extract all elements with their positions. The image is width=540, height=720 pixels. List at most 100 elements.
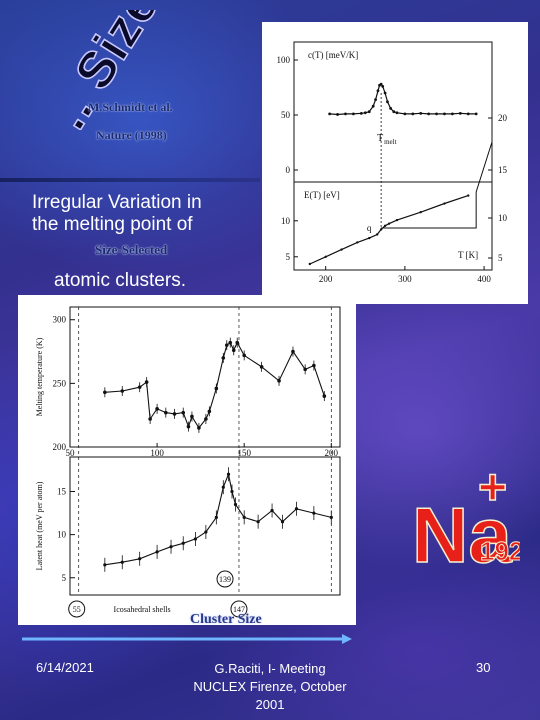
melting-temp-point (221, 356, 226, 360)
reference-step-line (381, 141, 493, 229)
latent-heat-point (193, 537, 198, 541)
top-y-axis-label: Melting temperature (K) (35, 337, 44, 416)
series-ct-point (381, 85, 385, 88)
shell-55-label: 55 (73, 605, 81, 614)
bottom-y-axis-label: Latent heat (meV per atom) (35, 481, 44, 570)
body-line-1: Irregular Variation in (32, 192, 202, 213)
series-ct-point (458, 111, 462, 115)
series-ct-point (344, 112, 347, 116)
x-axis-tick: 400 (477, 274, 491, 284)
series-ct-point (451, 112, 454, 116)
melting-temp-point (164, 410, 168, 415)
left-bottom-axis-label: E(T) [eV] (304, 190, 340, 200)
melting-temp-point (259, 365, 264, 369)
body-line-3: atomic clusters. (54, 270, 186, 291)
divider-line (0, 178, 260, 182)
plot-frame (293, 41, 493, 271)
melting-temp-point (231, 348, 236, 353)
cluster-size-arrow (22, 634, 352, 644)
latent-heat-point (280, 520, 285, 524)
latent-heat-point (120, 560, 124, 564)
melting-temp-point (242, 353, 246, 358)
latent-heat-point (138, 557, 142, 561)
bottom-y-tick: 10 (57, 530, 67, 540)
latent-heat-point (270, 508, 274, 513)
shell-147-circle (230, 600, 248, 618)
melting-temp-point (224, 343, 229, 347)
series-ct-point (383, 91, 387, 95)
melting-temp-point (172, 412, 177, 416)
right-axis-tick: 10 (498, 213, 508, 223)
series-ct-point (359, 111, 363, 115)
top-y-tick: 250 (53, 378, 67, 388)
series-et-point (419, 210, 422, 214)
series-ct-point (389, 107, 393, 110)
melting-temp-point (190, 414, 194, 419)
melt-label: T (377, 133, 383, 144)
latent-heat-point (204, 530, 208, 534)
series-ct-point (376, 89, 380, 93)
shell-147-label: 147 (233, 605, 245, 614)
series-ct-point (374, 98, 377, 101)
badge-size: 192 (480, 536, 520, 566)
top-panel-frame (69, 306, 341, 448)
series-ct-line (329, 83, 477, 116)
left-bottom-tick: 10 (281, 216, 291, 226)
sodium-cluster-badge: Na + 192 (411, 470, 520, 580)
size-selected-label: Size-Selected (95, 242, 168, 257)
heat-capacity-chart: 100 50 0 c(T) [meV/K] 10 5 E(T) [eV] 20 15 10 5 200… (277, 41, 508, 284)
series-ct-point (336, 113, 339, 116)
citation-author: M.Schmidt et al. (88, 100, 173, 114)
bottom-panel-frame (69, 456, 341, 596)
bottom-y-tick: 15 (57, 487, 67, 497)
melting-temp-point (303, 367, 307, 372)
right-axis-tick: 20 (498, 113, 508, 123)
melting-temp-point (197, 426, 201, 430)
x-axis-tick: 300 (398, 274, 412, 284)
slide-title: ... Size Effect (31, 10, 240, 130)
latent-heat-point (155, 550, 159, 554)
latent-heat-point (230, 489, 234, 494)
series-et-point (467, 194, 470, 197)
series-ct-point (392, 110, 396, 114)
melting-temp-point (120, 389, 125, 393)
body-line-2: the melting point of (32, 214, 193, 235)
latent-heat-point (221, 485, 225, 489)
series-ct-point (363, 111, 367, 115)
icosahedral-shells-label: Icosahedral shells (114, 605, 171, 614)
badge-charge: + (478, 470, 507, 515)
melting-temp-point (312, 363, 316, 368)
melting-temp-point (277, 379, 281, 383)
q-label: q (367, 223, 372, 233)
melting-temp-point (291, 349, 295, 354)
x-axis-label: T [K] (458, 250, 478, 260)
series-ct-point (395, 111, 399, 115)
melting-temp-point (181, 410, 186, 415)
series-et-point (340, 248, 343, 251)
series-et-point (375, 233, 379, 236)
cluster-size-label: Cluster Size (190, 612, 262, 627)
melting-temp-point (144, 380, 149, 384)
footer-center: G.Raciti, I- Meeting NUCLEX Firenze, Oct… (193, 661, 347, 712)
series-ct-point (379, 82, 383, 86)
figure-heat-capacity: 100 50 0 c(T) [meV/K] 10 5 E(T) [eV] 20 15 10 5 200… (262, 22, 528, 304)
latent-heat-point (256, 520, 260, 524)
series-et-point (308, 262, 312, 266)
series-ct-point (386, 100, 389, 104)
footer-date: 6/14/2021 (36, 660, 94, 675)
melting-temp-point (186, 424, 191, 429)
series-et-point (368, 236, 371, 240)
top-y-tick: 300 (53, 315, 67, 325)
melting-temp-point (207, 409, 212, 414)
melting-temp-point (137, 385, 142, 389)
melting-temp-line (104, 341, 325, 429)
x-axis-tick: 150 (237, 448, 251, 458)
bottom-y-tick: 5 (62, 573, 67, 583)
series-ct-point (466, 112, 470, 116)
series-et-point (395, 218, 399, 222)
melting-temp-point (148, 417, 152, 421)
series-ct-point (352, 112, 355, 116)
melting-temp-point (322, 394, 327, 398)
series-et-point (324, 255, 327, 258)
left-top-axis-label: c(T) [meV/K] (308, 50, 358, 60)
